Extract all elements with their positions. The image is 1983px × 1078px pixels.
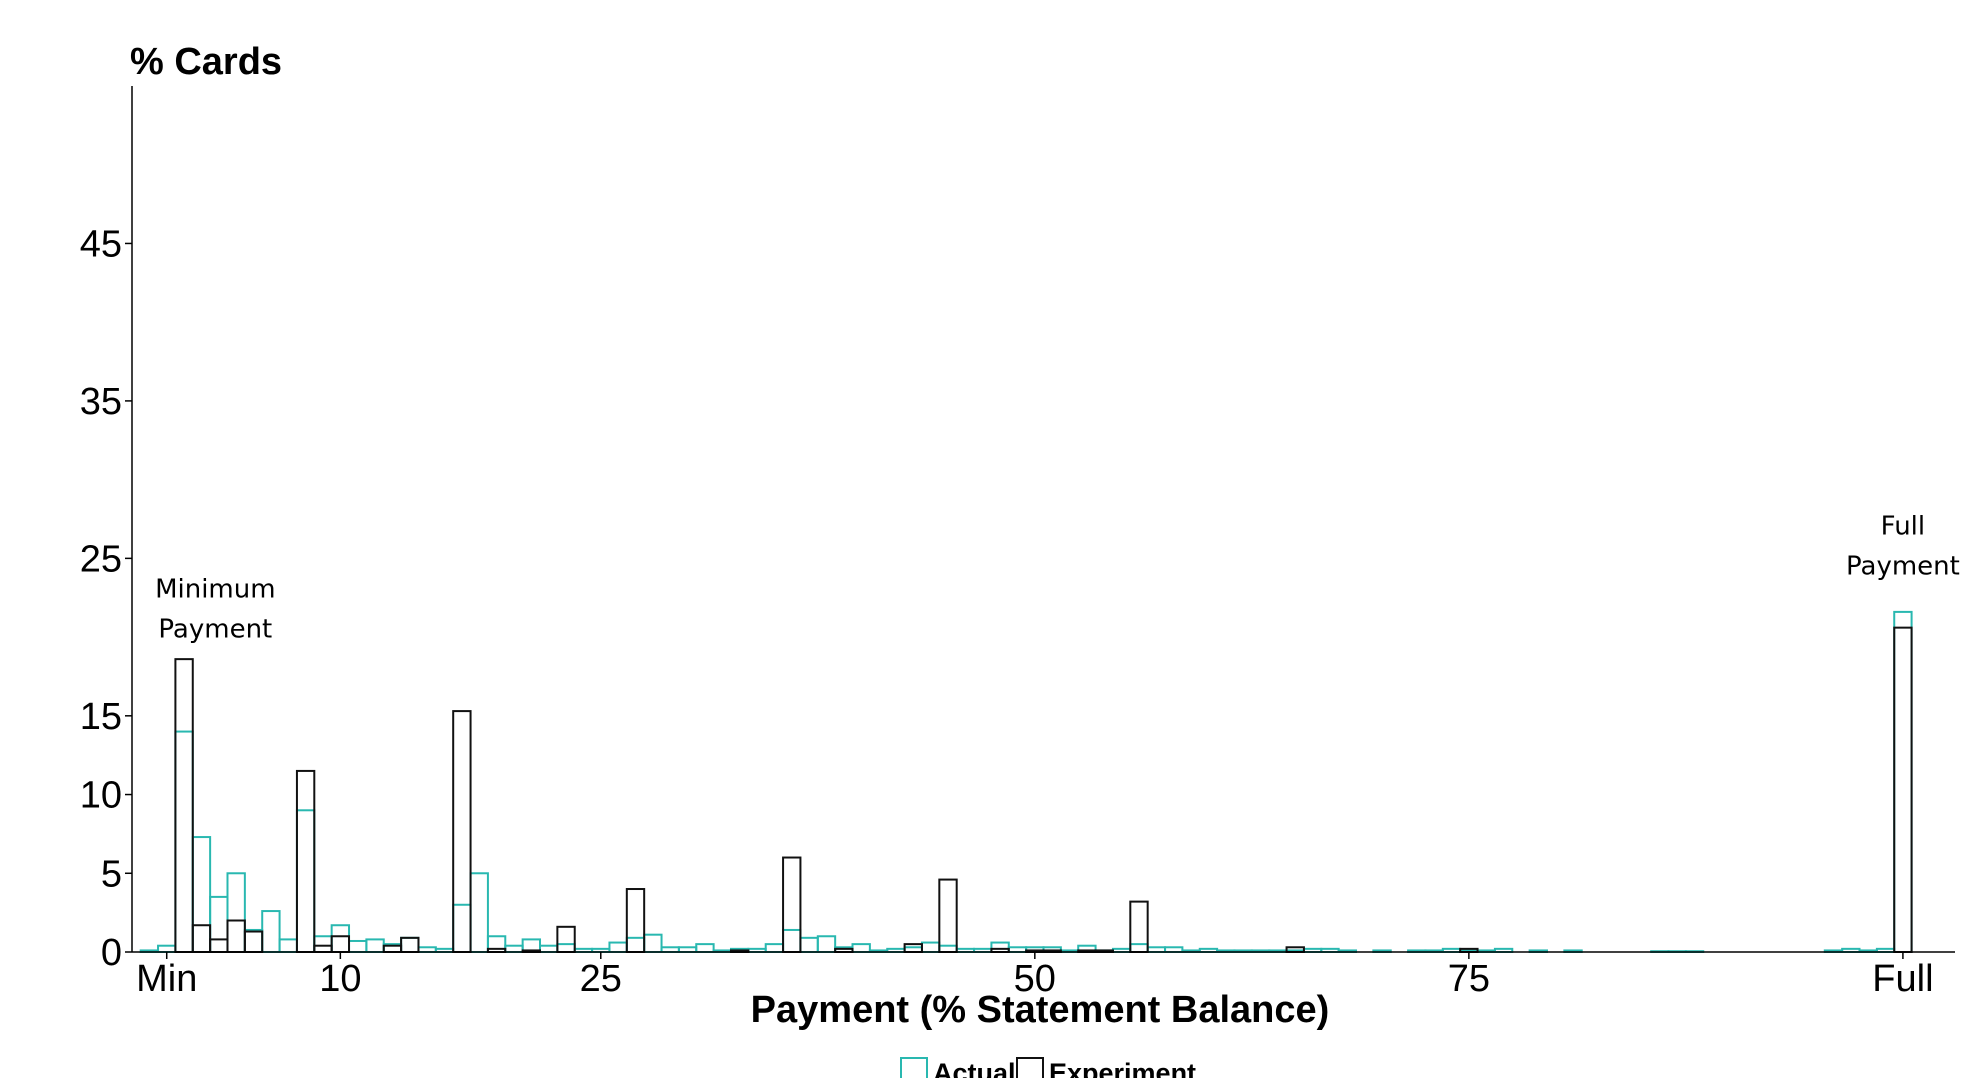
actual-bar — [400, 936, 420, 954]
legend: Actual Experiment — [900, 1057, 1196, 1078]
experiment-bars — [174, 626, 1913, 954]
actual-bar — [174, 730, 194, 954]
legend-label-experiment: Experiment — [1049, 1058, 1196, 1078]
actual-bar — [643, 933, 663, 953]
experiment-bar — [226, 919, 246, 954]
chart-annotations: Minimum Payment Full Payment — [155, 512, 1960, 645]
actual-bar — [191, 836, 212, 953]
y-axis-ticks: 0 5 10 15 25 35 45 — [80, 223, 132, 974]
legend-key-experiment — [1016, 1057, 1044, 1078]
actual-bar — [469, 872, 489, 953]
y-tick-label: 5 — [101, 853, 122, 895]
experiment-bar — [330, 935, 351, 953]
annotation-text: Full — [1881, 512, 1925, 542]
actual-bar — [278, 938, 298, 953]
actual-bar — [365, 938, 385, 953]
experiment-bar — [295, 769, 316, 953]
y-tick-label: 45 — [80, 223, 122, 265]
y-tick-label: 10 — [80, 775, 122, 817]
actual-bar — [504, 944, 524, 954]
annotation-text: Payment — [158, 615, 272, 645]
experiment-bar — [625, 888, 646, 954]
actual-bar — [226, 872, 246, 953]
actual-bar — [243, 928, 264, 953]
experiment-bar — [452, 710, 472, 953]
y-tick-label: 35 — [80, 381, 122, 423]
actual-bar — [556, 943, 576, 953]
experiment-bar — [556, 925, 576, 953]
experiment-bar — [174, 658, 194, 953]
actual-bar — [452, 903, 472, 953]
experiment-bar — [191, 924, 212, 953]
actual-bar — [209, 895, 229, 954]
actual-bar — [1893, 610, 1913, 953]
actual-bar — [261, 910, 281, 954]
legend-label-actual: Actual — [933, 1058, 1016, 1078]
experiment-bar — [782, 856, 802, 954]
experiment-bar — [243, 930, 264, 953]
y-axis-title: % Cards — [130, 41, 282, 83]
actual-bar — [539, 944, 559, 954]
actual-bar — [157, 944, 177, 954]
actual-bar — [695, 943, 715, 953]
x-tick-label: 25 — [580, 958, 622, 1000]
x-tick-label: 10 — [319, 958, 361, 1000]
actual-bar — [1129, 943, 1149, 953]
actual-bar — [330, 924, 351, 953]
y-tick-label: 0 — [101, 932, 122, 974]
experiment-bar — [400, 936, 420, 954]
actual-bar — [348, 939, 368, 954]
y-tick-label: 15 — [80, 696, 122, 738]
actual-bar — [782, 928, 802, 953]
y-tick-label: 25 — [80, 538, 122, 580]
x-tick-label: 50 — [1014, 958, 1056, 1000]
experiment-bar — [382, 944, 403, 954]
annotation-text: Payment — [1846, 552, 1960, 582]
actual-bar — [764, 943, 785, 953]
experiment-bar — [313, 944, 333, 954]
experiment-bar — [209, 938, 229, 953]
x-axis-ticks: Min 10 25 50 75 Full — [136, 952, 1934, 1000]
actual-bar — [799, 936, 819, 954]
actual-bar — [313, 935, 333, 953]
legend-key-actual — [900, 1057, 928, 1078]
actual-bar — [608, 941, 628, 954]
experiment-bar — [938, 878, 958, 954]
actual-bar — [295, 809, 316, 953]
annotation-text: Minimum — [155, 575, 276, 605]
x-tick-label: Full — [1872, 958, 1933, 1000]
actual-bar — [816, 935, 837, 953]
actual-bar — [920, 941, 941, 954]
experiment-bar — [1893, 626, 1913, 953]
actual-bar — [625, 936, 646, 954]
actual-bars — [139, 610, 1913, 954]
actual-bar — [990, 941, 1010, 954]
x-tick-label: Min — [136, 958, 197, 1000]
x-axis-title: Payment (% Statement Balance) — [751, 989, 1330, 1031]
x-tick-label: 75 — [1448, 958, 1490, 1000]
actual-bar — [851, 943, 871, 953]
